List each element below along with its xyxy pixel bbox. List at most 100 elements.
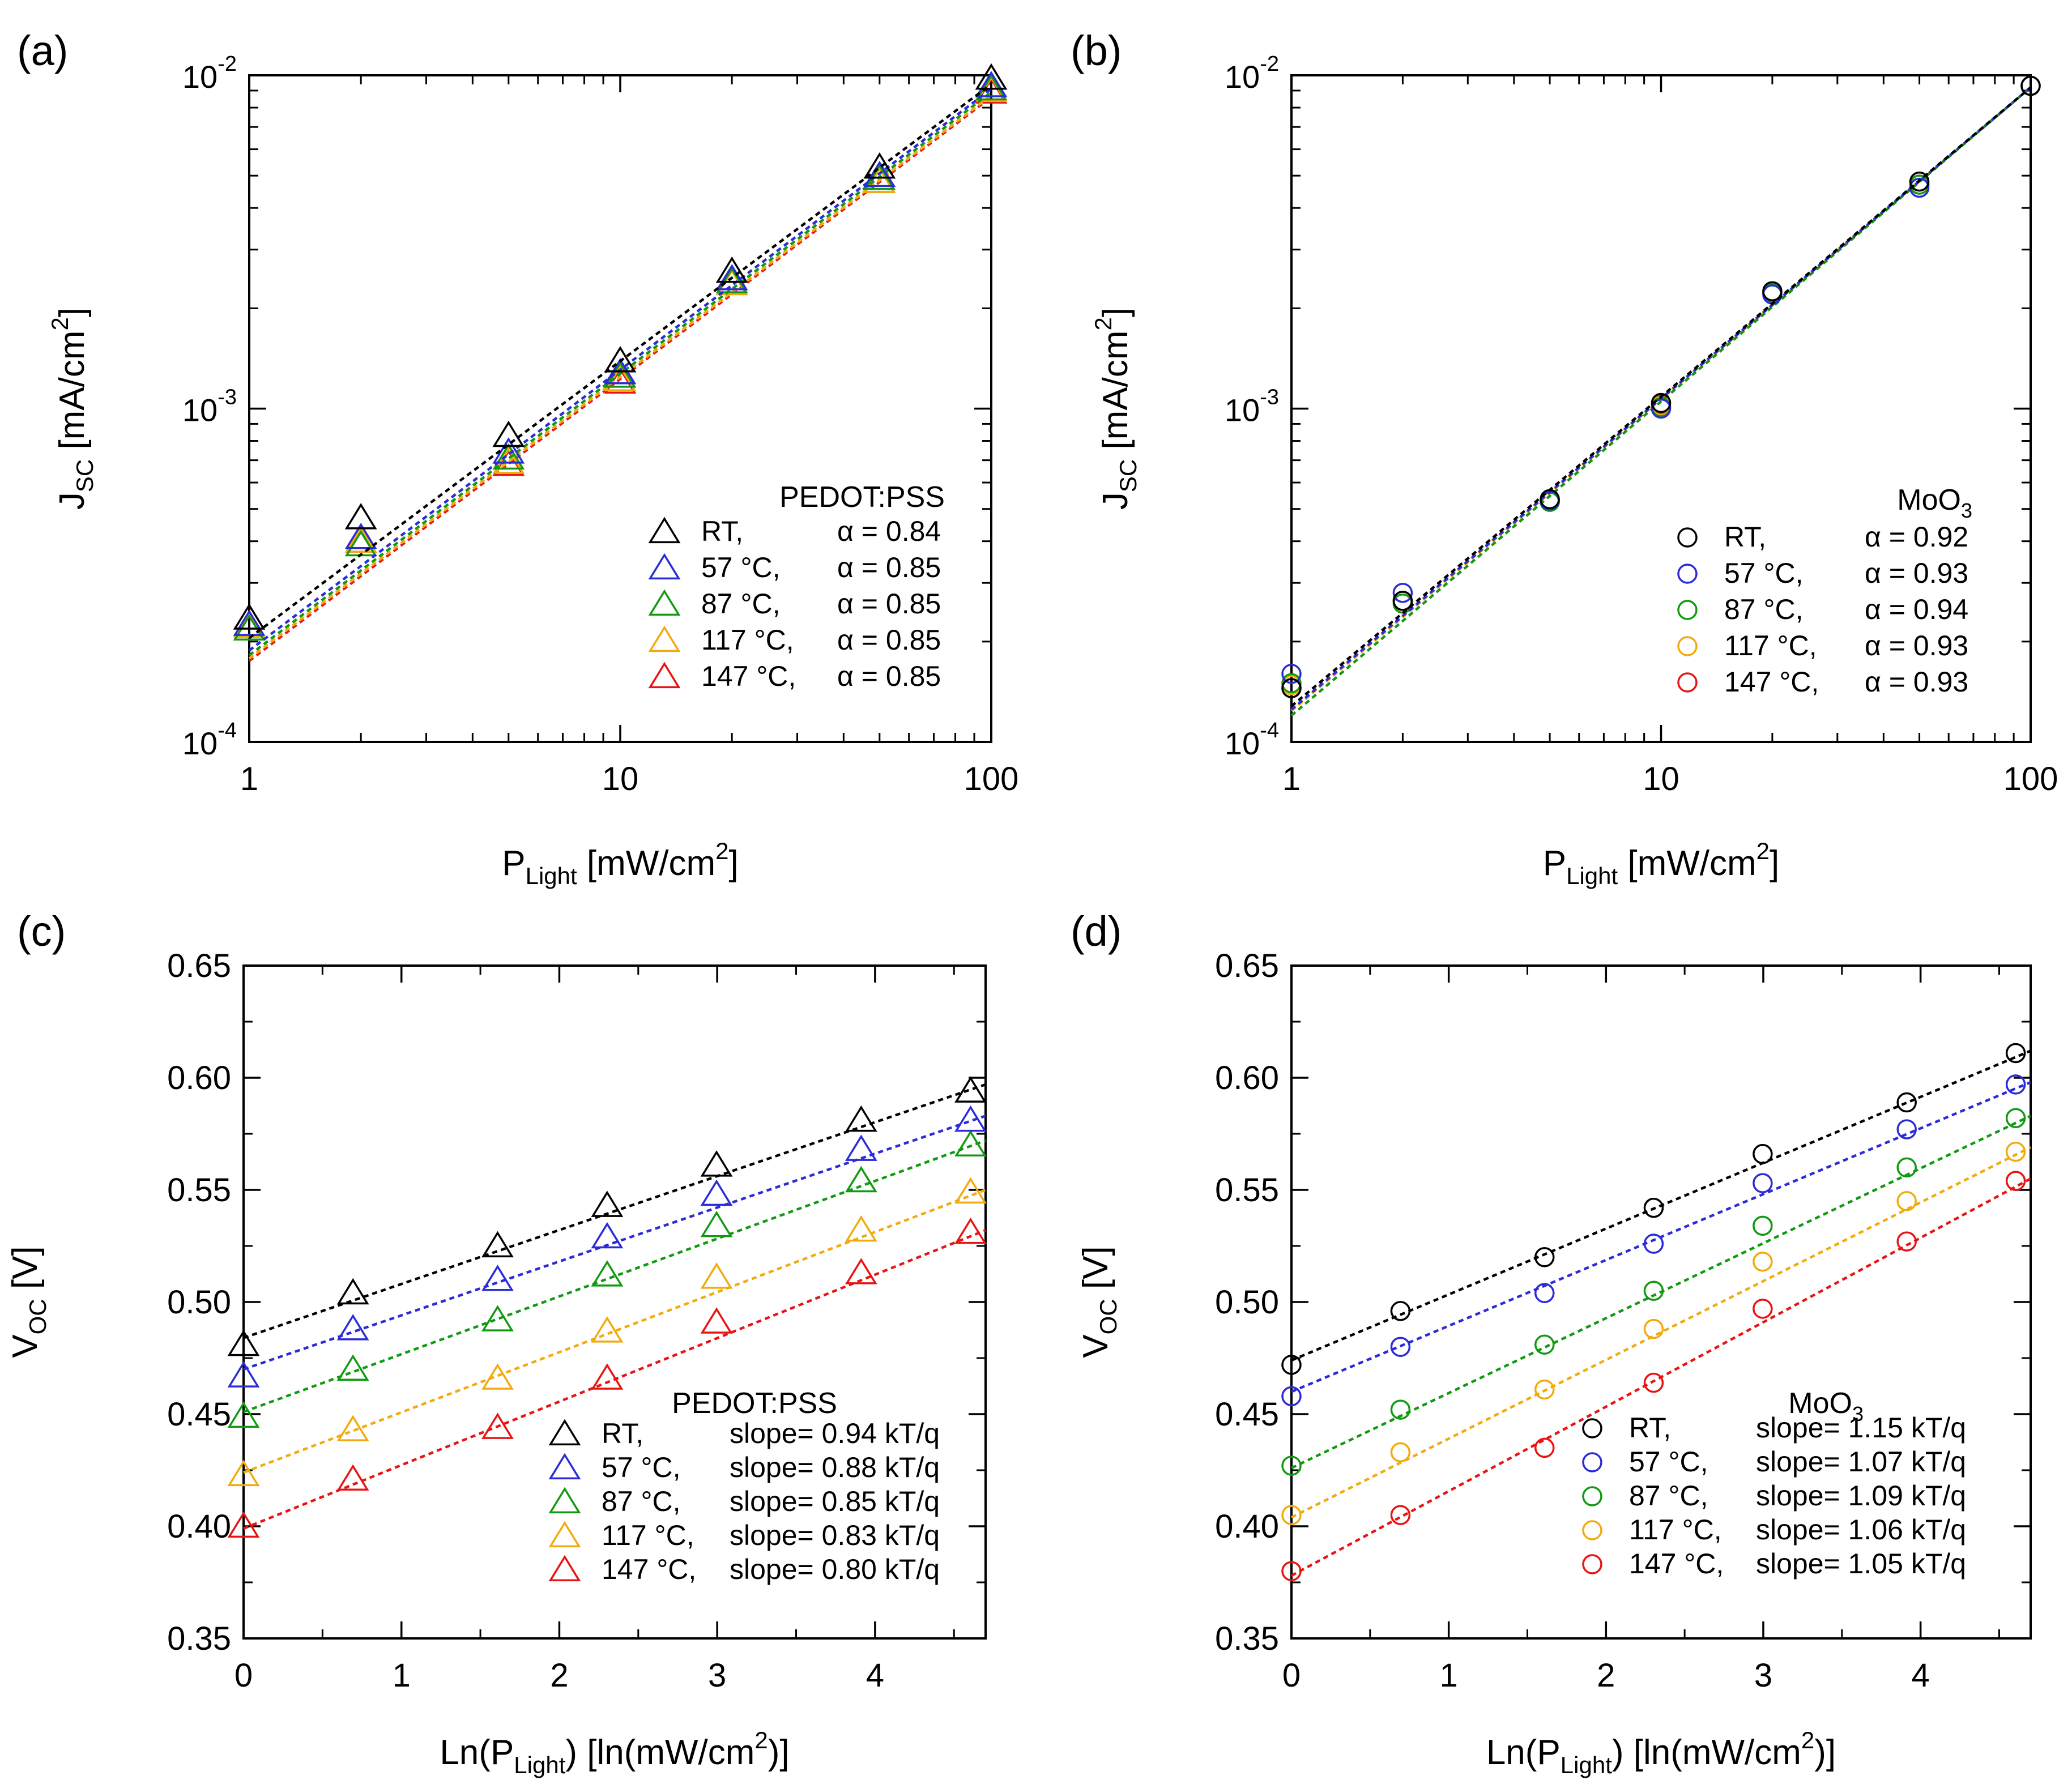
data-point-87 [715,267,748,293]
series-RT [1281,1043,2031,1375]
data-point-147 [954,1217,987,1244]
data-point-87 [1281,673,1302,694]
data-point-117 [2005,1141,2026,1162]
legend-title: PEDOT:PSS [672,1387,837,1420]
data-point-87 [492,443,525,470]
y-tick-label: 0.40 [167,1508,231,1545]
data-point-RT [715,256,748,283]
series-147 [227,1217,987,1538]
x-tick-label: 10 [602,761,639,797]
data-point-117 [954,1177,987,1204]
legend-marker-117 [1677,636,1698,656]
legend-marker-87 [1677,600,1698,620]
data-point-RT [2005,1043,2026,1064]
series-87 [227,1130,987,1428]
legend: MoO3 RT, slope= 1.15 kT/q 57 °C, slope= 1.07… [1582,1387,1966,1580]
legend-value-RT: slope= 1.15 kT/q [1756,1412,1966,1444]
data-point-87 [845,1166,877,1193]
legend-value-147: slope= 1.05 kT/q [1756,1548,1966,1580]
data-point-147 [1643,1372,1664,1393]
data-point-87 [1390,1399,1411,1420]
x-axis-label: PLight [mW/cm2] [1543,838,1780,889]
data-point-87 [481,1305,514,1331]
data-point-RT [604,345,637,373]
data-point-57 [975,71,1008,97]
y-tick-label: 0.45 [1215,1396,1279,1433]
x-axis-label: PLight [mW/cm2] [502,838,739,889]
y-tick-label: 0.60 [167,1060,231,1096]
x-tick-label: 100 [964,761,1019,797]
y-tick-label: 10-2 [182,52,237,95]
x-axis-label: Ln(PLight) [ln(mW/cm2)] [440,1727,789,1778]
legend-value-RT: slope= 0.94 kT/q [730,1418,940,1449]
legend-label-57: 57 °C, [1724,557,1804,589]
data-point-117 [591,1316,624,1343]
x-tick-label: 10 [1643,761,1679,797]
y-tick-label: 0.35 [1215,1620,1279,1657]
legend-label-147: 147 °C, [1629,1548,1724,1580]
data-point-57 [1281,664,1302,684]
data-point-57 [492,437,525,464]
data-point-117 [1534,1379,1555,1400]
fit-line-117 [243,1188,986,1474]
data-point-RT [336,1278,369,1305]
panel-label: (c) [17,908,66,955]
data-point-117 [492,447,525,474]
data-point-RT [344,503,377,530]
y-tick-label: 0.55 [1215,1172,1279,1209]
data-point-117 [344,526,377,553]
data-point-RT [1534,1247,1555,1267]
data-point-RT [227,1329,260,1356]
legend-value-117: α = 0.93 [1865,630,1968,661]
fit-line-87 [248,91,992,656]
legend-value-87: slope= 0.85 kT/q [730,1486,940,1517]
y-tick-label: 0.65 [167,947,231,984]
legend-marker-147 [548,1555,581,1582]
y-tick-label: 10-3 [182,386,237,428]
x-tick-label: 0 [235,1657,253,1694]
data-point-57 [715,264,748,291]
chart-panel-d: (d) 0 1 2 3 4 0.35 0.40 0.45 0.50 0.55 0.60 0.65 Ln(P… [1071,908,2032,1778]
data-point-147 [1390,1505,1411,1525]
data-point-57 [863,160,896,187]
data-point-RT [700,1150,733,1177]
legend-marker-87 [648,589,681,616]
fit-line-117 [248,94,992,660]
y-tick-label: 0.55 [167,1172,231,1209]
legend-marker-RT [1582,1418,1602,1438]
data-point-RT [1643,1197,1664,1218]
data-point-117 [481,1363,514,1390]
data-point-57 [954,1105,987,1132]
fit-line-117 [1290,1146,2032,1519]
data-point-87 [227,1401,260,1428]
y-tick-label: 0.50 [167,1284,231,1321]
fit-line-87 [243,1139,986,1414]
data-point-147 [1534,1437,1555,1458]
legend-marker-117 [648,625,681,652]
data-point-147 [336,1464,369,1491]
panel-label: (d) [1071,908,1122,955]
legend-title: MoO3 [1788,1387,1864,1425]
data-point-117 [700,1262,733,1289]
legend-label-87: 87 °C, [602,1486,681,1517]
y-axis-label: VOC [V] [6,1246,51,1358]
data-point-RT [1651,392,1672,413]
data-point-57 [591,1222,624,1249]
y-axis-label: JSC [mA/cm2] [46,308,98,510]
x-tick-label: 3 [708,1657,726,1694]
legend-value-57: slope= 1.07 kT/q [1756,1446,1966,1478]
data-point-57 [227,1361,260,1388]
data-point-RT [2020,75,2041,96]
data-point-87 [975,74,1008,101]
x-axis-label: Ln(PLight) [ln(mW/cm2)] [1486,1727,1836,1778]
legend-marker-57 [1677,564,1698,584]
legend-label-57: 57 °C, [602,1452,681,1483]
data-point-RT [1392,591,1413,611]
data-point-57 [336,1314,369,1341]
data-point-117 [336,1415,369,1441]
legend-marker-57 [648,553,681,580]
legend-label-117: 117 °C, [1724,630,1817,661]
y-tick-label: 10-3 [1225,386,1279,428]
data-point-147 [481,1412,514,1439]
